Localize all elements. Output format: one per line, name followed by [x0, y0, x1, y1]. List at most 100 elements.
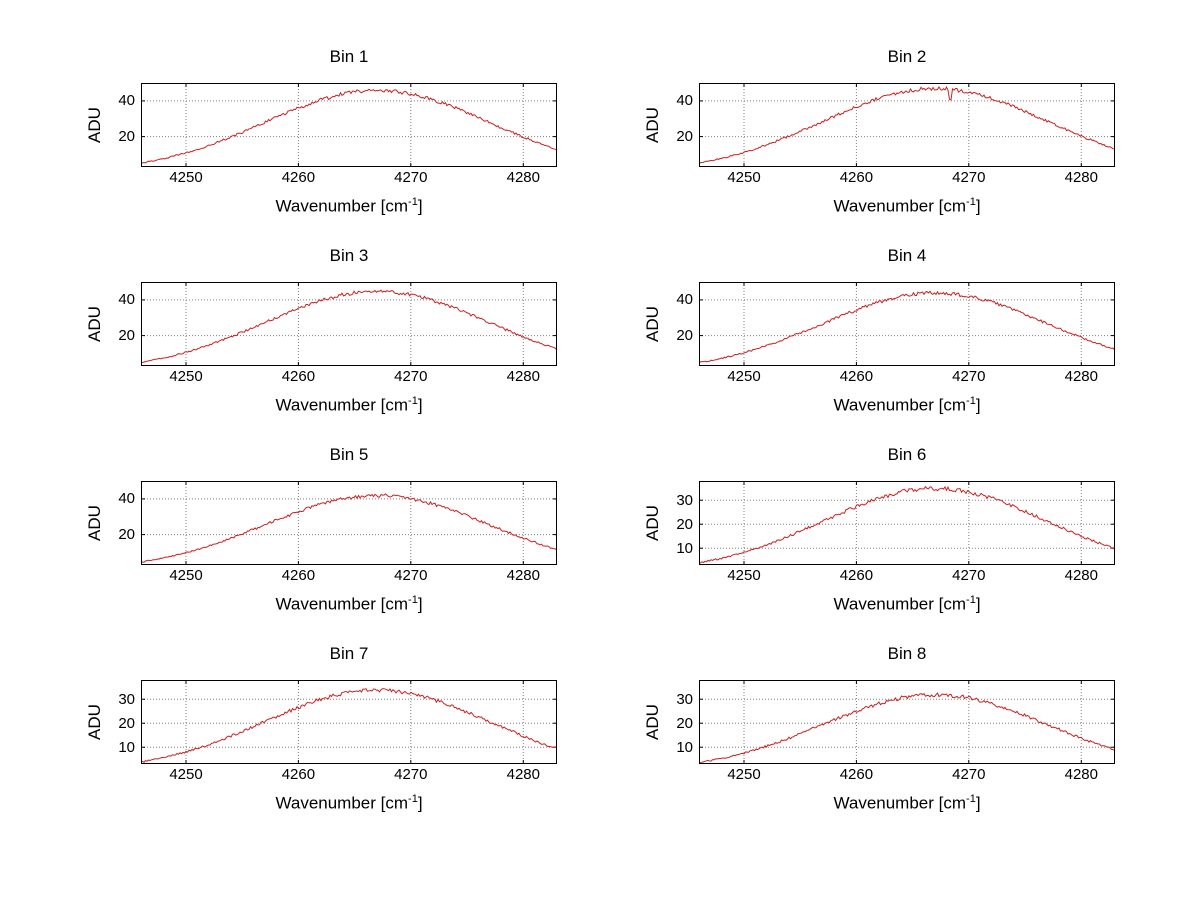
- plot-body: ADU 10 20 30: [643, 680, 1115, 764]
- x-tick-label: 4270: [952, 169, 986, 186]
- x-axis-label-superscript: -1: [408, 196, 418, 208]
- x-axis-label-text: Wavenumber [cm: [275, 793, 409, 813]
- x-tick-label: 4250: [169, 567, 203, 584]
- y-tick-label: 20: [118, 714, 135, 732]
- y-tick-label: 20: [676, 515, 693, 533]
- chart-title: Bin 1: [329, 47, 369, 66]
- y-tick-labels: 20 40: [663, 83, 699, 167]
- subplot: Bin 1 ADU 20 40 4250 4260 4270 4280 Wavenumb…: [85, 45, 557, 218]
- y-tick-label: 20: [118, 128, 135, 146]
- x-axis-label-superscript: -1: [408, 594, 418, 606]
- x-axis-label-close: ]: [417, 395, 423, 415]
- y-tick-labels: 20 40: [105, 481, 141, 565]
- chart-svg: [699, 282, 1115, 366]
- plot-area: [699, 282, 1115, 366]
- chart-title: Bin 8: [887, 644, 927, 663]
- y-axis-label: ADU: [643, 680, 663, 764]
- chart-svg: [699, 83, 1115, 167]
- y-tick-label: 20: [676, 714, 693, 732]
- y-axis-label-text: ADU: [85, 107, 104, 143]
- plot-area: [699, 680, 1115, 764]
- plot-body: ADU 20 40: [85, 83, 557, 167]
- x-axis-label-close: ]: [975, 793, 981, 813]
- y-axis-label: ADU: [85, 282, 105, 366]
- plot-body: ADU 20 40: [85, 481, 557, 565]
- y-axis-label: ADU: [643, 282, 663, 366]
- plot-area: [141, 680, 557, 764]
- chart-svg: [699, 680, 1115, 764]
- x-tick-labels: 4250 4260 4270 4280: [643, 167, 1115, 189]
- subplot: Bin 4 ADU 20 40 4250 4260 4270 4280 Wavenumb…: [643, 244, 1115, 417]
- x-tick-label: 4260: [281, 368, 316, 385]
- x-axis-label: Wavenumber [cm-1]: [85, 788, 557, 815]
- chart-title: Bin 4: [887, 246, 927, 265]
- plot-body: ADU 10 20 30: [643, 481, 1115, 565]
- x-tick-label: 4270: [952, 567, 986, 584]
- y-tick-labels: 10 20 30: [663, 481, 699, 565]
- x-tick-label: 4250: [169, 169, 203, 186]
- y-tick-label: 30: [118, 690, 135, 708]
- x-tick-labels: 4250 4260 4270 4280: [643, 366, 1115, 388]
- plot-area: [141, 282, 557, 366]
- x-tick-label: 4280: [506, 368, 540, 385]
- x-tick-label: 4270: [394, 766, 428, 783]
- x-tick-labels: 4250 4260 4270 4280: [85, 366, 557, 388]
- y-tick-label: 40: [118, 490, 135, 508]
- subplot: Bin 3 ADU 20 40 4250 4260 4270 4280 Wavenumb…: [85, 244, 557, 417]
- plot-area: [699, 83, 1115, 167]
- x-axis-label: Wavenumber [cm-1]: [85, 589, 557, 616]
- x-tick-label: 4260: [839, 169, 874, 186]
- y-tick-labels: 20 40: [105, 282, 141, 366]
- x-tick-labels: 4250 4260 4270 4280: [85, 764, 557, 786]
- y-axis-label-text: ADU: [85, 704, 104, 740]
- y-tick-label: 10: [676, 738, 693, 756]
- y-tick-label: 40: [676, 92, 693, 110]
- x-tick-label: 4280: [1064, 368, 1098, 385]
- y-axis-label: ADU: [643, 83, 663, 167]
- x-axis-label: Wavenumber [cm-1]: [643, 589, 1115, 616]
- x-axis-label-text: Wavenumber [cm: [833, 594, 967, 614]
- y-axis-label: ADU: [85, 83, 105, 167]
- x-tick-label: 4270: [394, 169, 428, 186]
- x-tick-label: 4270: [952, 368, 986, 385]
- x-axis-label-superscript: -1: [966, 793, 976, 805]
- chart-title: Bin 7: [329, 644, 369, 663]
- x-tick-labels: 4250 4260 4270 4280: [643, 565, 1115, 587]
- subplot: Bin 2 ADU 20 40 4250 4260 4270 4280 Wavenumb…: [643, 45, 1115, 218]
- y-tick-label: 40: [676, 291, 693, 309]
- y-tick-labels: 10 20 30: [663, 680, 699, 764]
- y-axis-label: ADU: [85, 481, 105, 565]
- chart-title: Bin 5: [329, 445, 369, 464]
- x-axis-label: Wavenumber [cm-1]: [85, 191, 557, 218]
- plot-body: ADU 20 40: [643, 282, 1115, 366]
- y-axis-label: ADU: [643, 481, 663, 565]
- x-axis-label-text: Wavenumber [cm: [833, 395, 967, 415]
- plot-area: [141, 481, 557, 565]
- y-axis-label-text: ADU: [643, 505, 662, 541]
- y-axis-label-text: ADU: [643, 306, 662, 342]
- y-axis-label-text: ADU: [85, 306, 104, 342]
- x-axis-label-text: Wavenumber [cm: [833, 793, 967, 813]
- subplot: Bin 7 ADU 10 20 30 4250 4260 4270 4280 Wavenu…: [85, 642, 557, 815]
- x-tick-label: 4280: [1064, 567, 1098, 584]
- x-tick-label: 4280: [1064, 766, 1098, 783]
- x-axis-label: Wavenumber [cm-1]: [643, 788, 1115, 815]
- x-axis-label-text: Wavenumber [cm: [833, 196, 967, 216]
- x-axis-label-superscript: -1: [408, 395, 418, 407]
- x-axis-label-close: ]: [975, 196, 981, 216]
- y-tick-label: 20: [676, 327, 693, 345]
- x-axis-label: Wavenumber [cm-1]: [643, 191, 1115, 218]
- x-tick-label: 4260: [839, 766, 874, 783]
- x-axis-label-superscript: -1: [966, 395, 976, 407]
- x-axis-label-text: Wavenumber [cm: [275, 395, 409, 415]
- x-tick-label: 4250: [169, 766, 203, 783]
- x-tick-labels: 4250 4260 4270 4280: [85, 167, 557, 189]
- x-tick-label: 4270: [394, 567, 428, 584]
- y-tick-label: 30: [676, 690, 693, 708]
- x-tick-label: 4280: [506, 766, 540, 783]
- x-axis-label-text: Wavenumber [cm: [275, 594, 409, 614]
- x-tick-labels: 4250 4260 4270 4280: [85, 565, 557, 587]
- x-axis-label-superscript: -1: [966, 196, 976, 208]
- x-axis-label-superscript: -1: [408, 793, 418, 805]
- y-tick-label: 40: [118, 291, 135, 309]
